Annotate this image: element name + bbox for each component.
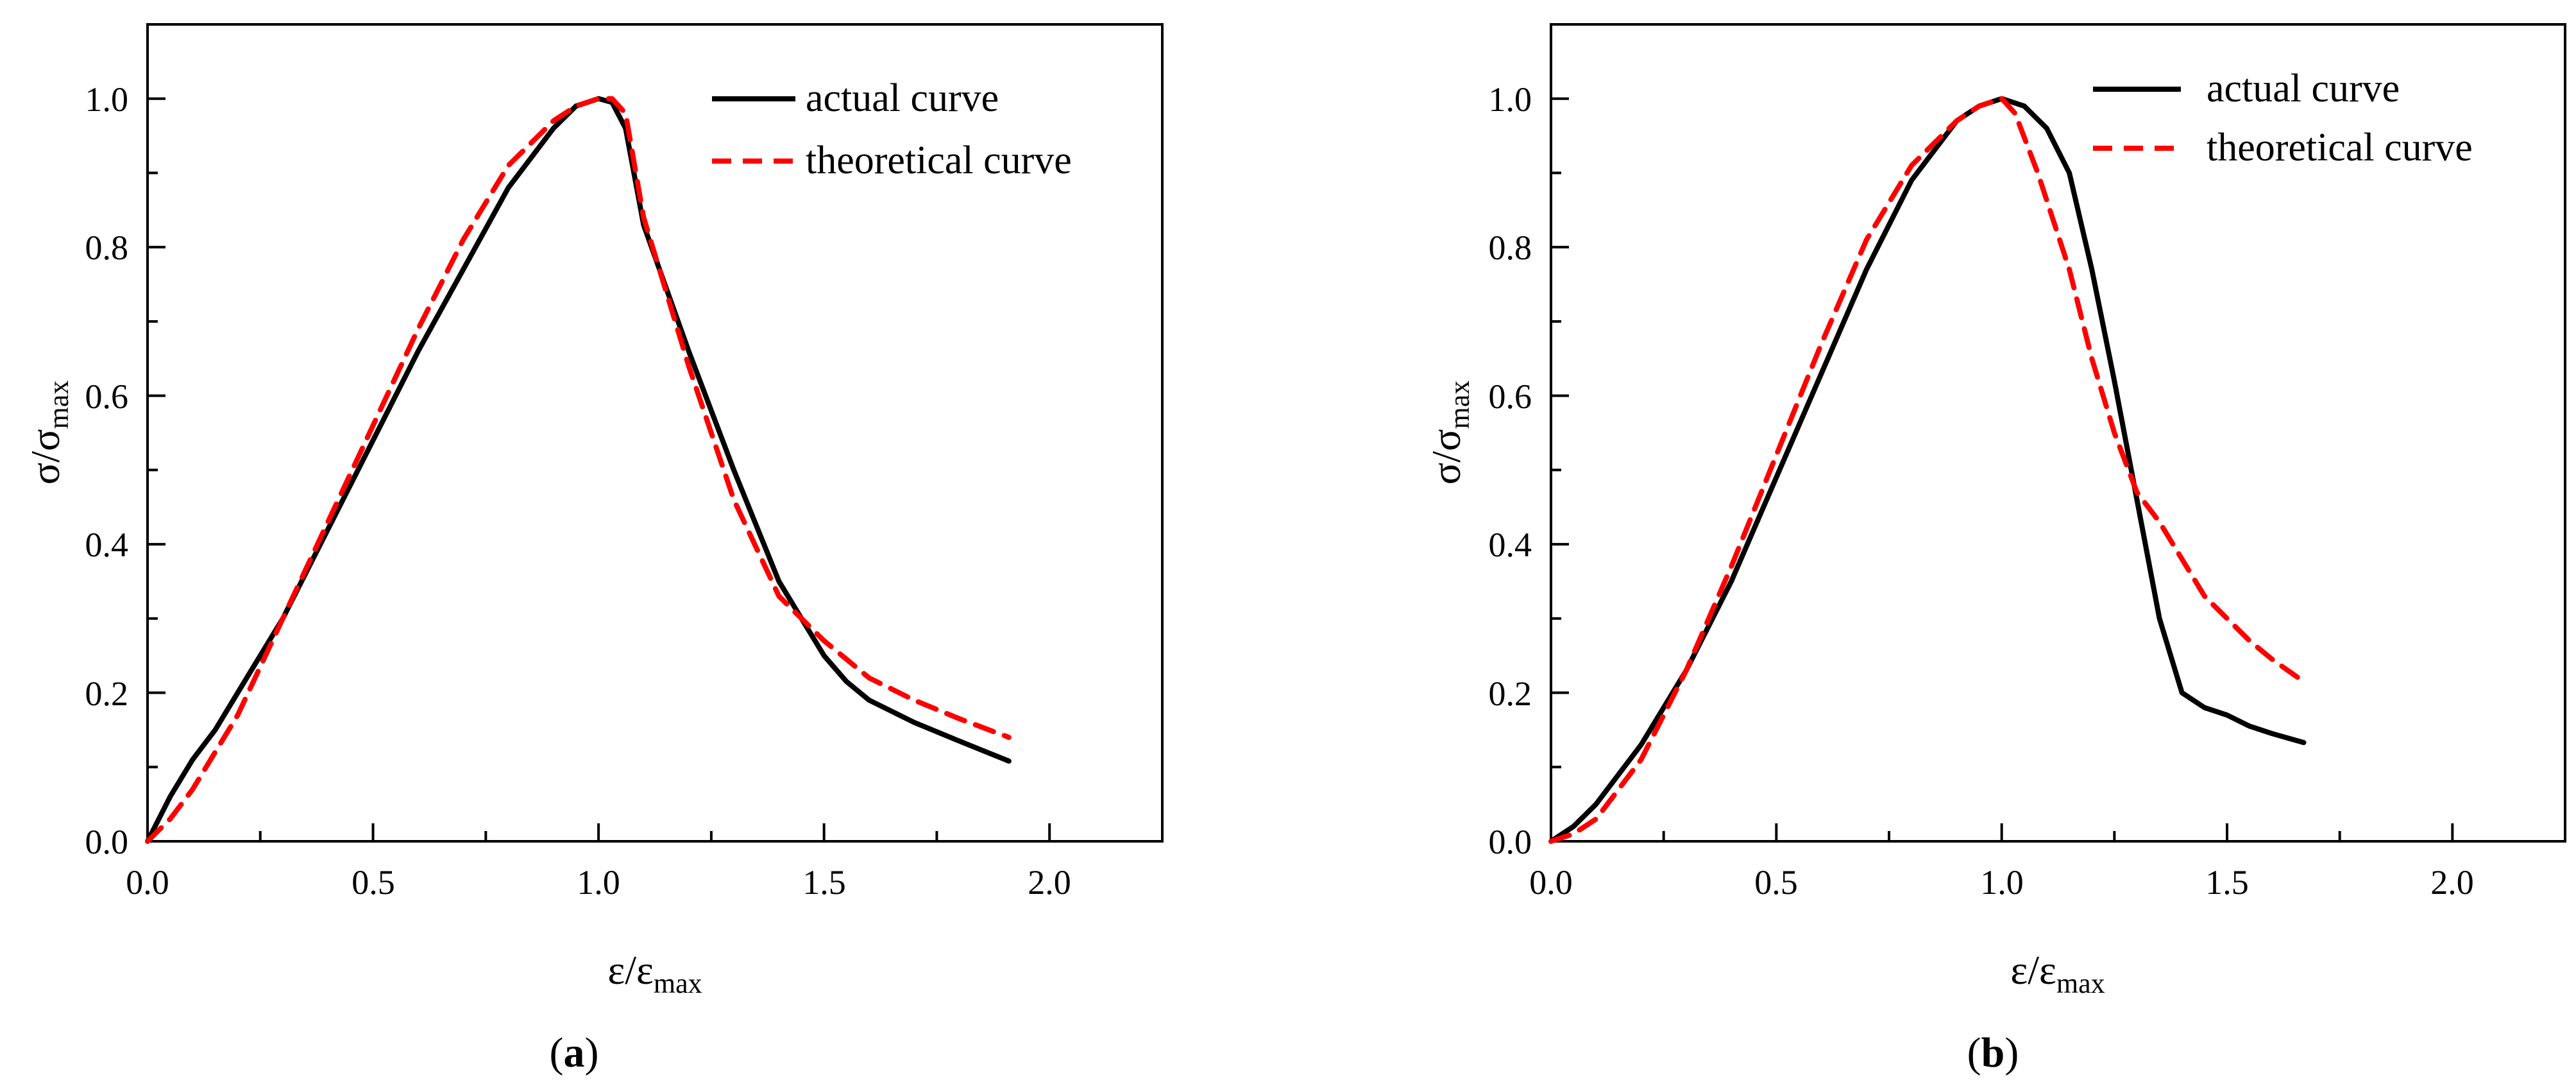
plot-frame-a bbox=[146, 23, 1164, 843]
x-tick-label: 1.0 bbox=[577, 863, 620, 902]
y-axis-label-a: σ/σmax bbox=[22, 381, 74, 485]
series-line-theoretical bbox=[145, 96, 1012, 844]
y-tick-label: 0.2 bbox=[1489, 674, 1532, 713]
y-tick-label: 0.8 bbox=[1489, 228, 1532, 267]
panel-a: 0.0 0.5 1.0 1.5 2.0 0.0 0.2 0.4 0.6 0.8 … bbox=[22, 23, 1164, 1076]
legend-label-actual: actual curve bbox=[806, 76, 999, 120]
y-tick-label: 0.2 bbox=[85, 674, 129, 713]
x-tick-label: 1.5 bbox=[2205, 863, 2249, 902]
x-axis-label-a: ε/εmax bbox=[607, 947, 702, 999]
legend-label-theoretical: theoretical curve bbox=[806, 139, 1072, 182]
legend-b: actual curve theoretical curve bbox=[2093, 67, 2473, 169]
tick-marks-b bbox=[1550, 23, 2566, 843]
tick-marks-a bbox=[146, 23, 1164, 843]
legend-a: actual curve theoretical curve bbox=[712, 76, 1072, 182]
x-tick-labels-a: 0.0 0.5 1.0 1.5 2.0 bbox=[126, 863, 1071, 902]
x-tick-label: 2.0 bbox=[2430, 863, 2474, 902]
x-tick-label: 0.0 bbox=[1529, 863, 1573, 902]
x-tick-label: 2.0 bbox=[1028, 863, 1071, 902]
y-tick-labels-a: 0.0 0.2 0.4 0.6 0.8 1.0 bbox=[85, 80, 129, 861]
plot-frame-b bbox=[1550, 23, 2566, 843]
y-tick-label: 0.6 bbox=[1489, 377, 1532, 416]
panel-caption-a: (a) bbox=[550, 1029, 599, 1076]
y-axis-label-b: σ/σmax bbox=[1423, 381, 1475, 485]
y-tick-label: 0.6 bbox=[85, 377, 129, 416]
series-line-actual bbox=[145, 96, 1012, 844]
y-tick-label: 0.4 bbox=[1489, 526, 1532, 564]
x-tick-labels-b: 0.0 0.5 1.0 1.5 2.0 bbox=[1529, 863, 2474, 902]
y-tick-labels-b: 0.0 0.2 0.4 0.6 0.8 1.0 bbox=[1489, 80, 1532, 861]
y-tick-label: 0.4 bbox=[85, 526, 129, 564]
panel-caption-b: (b) bbox=[1967, 1029, 2019, 1076]
x-tick-label: 1.5 bbox=[802, 863, 846, 902]
series-group-b bbox=[1548, 96, 2307, 844]
x-axis-label-b: ε/εmax bbox=[2010, 947, 2105, 999]
y-tick-label: 0.0 bbox=[1489, 823, 1532, 861]
series-line-theoretical bbox=[1548, 96, 2307, 844]
x-tick-label: 0.0 bbox=[126, 863, 169, 902]
legend-label-actual: actual curve bbox=[2207, 67, 2400, 110]
series-group-a bbox=[145, 96, 1012, 844]
x-tick-label: 0.5 bbox=[352, 863, 395, 902]
series-line-actual bbox=[1548, 96, 2307, 844]
legend-label-theoretical: theoretical curve bbox=[2207, 126, 2473, 169]
x-tick-label: 0.5 bbox=[1754, 863, 1798, 902]
y-tick-label: 1.0 bbox=[1489, 80, 1532, 119]
y-tick-label: 0.0 bbox=[85, 823, 129, 861]
x-tick-label: 1.0 bbox=[1980, 863, 2024, 902]
y-tick-label: 0.8 bbox=[85, 228, 129, 267]
panel-b: 0.0 0.5 1.0 1.5 2.0 0.0 0.2 0.4 0.6 0.8 … bbox=[1423, 23, 2566, 1076]
y-tick-label: 1.0 bbox=[85, 80, 129, 119]
